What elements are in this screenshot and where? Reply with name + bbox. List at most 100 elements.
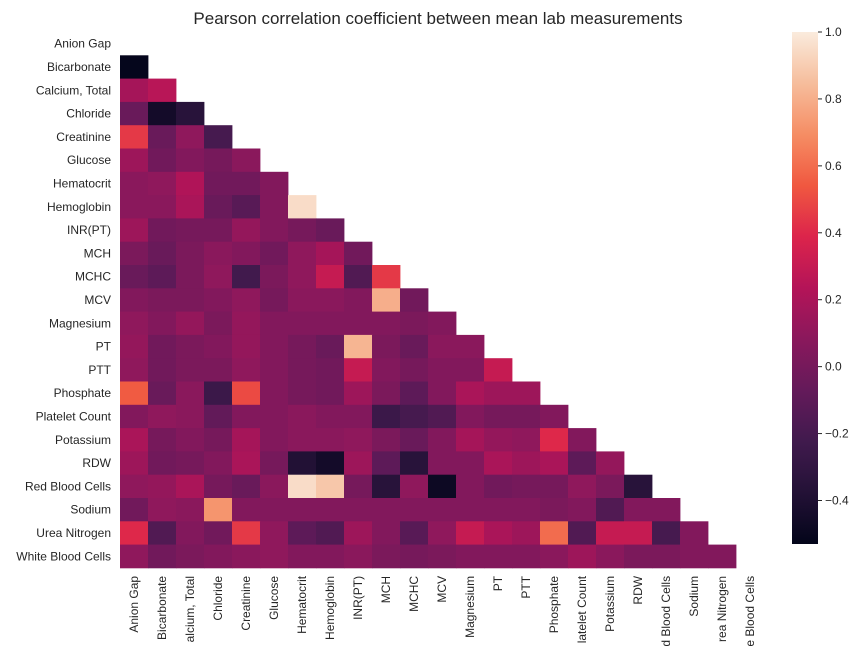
heatmap-cell xyxy=(148,404,177,429)
column-tick-label: PT xyxy=(491,575,505,591)
heatmap-cell xyxy=(232,148,261,173)
column-tick-label: d Blood Cells xyxy=(659,576,673,646)
row-tick-label: Hemoglobin xyxy=(47,200,111,214)
column-tick-label: Glucose xyxy=(267,576,281,620)
heatmap-cell xyxy=(288,428,317,452)
heatmap-cell xyxy=(260,428,289,452)
heatmap-cell xyxy=(484,544,513,569)
heatmap-cell xyxy=(316,288,345,312)
heatmap-cell xyxy=(204,218,233,243)
heatmap-cell xyxy=(484,498,513,522)
row-tick-label: MCH xyxy=(84,246,111,260)
heatmap-cell xyxy=(176,451,205,476)
row-tick-label: Creatinine xyxy=(56,130,111,144)
heatmap-cell xyxy=(176,171,205,196)
heatmap-cell xyxy=(484,521,513,545)
heatmap-cell xyxy=(232,288,261,312)
column-tick-label: Sodium xyxy=(687,576,701,617)
heatmap-cell xyxy=(260,498,289,522)
colorbar-tick-label: −0.4 xyxy=(825,494,849,508)
heatmap-cell xyxy=(344,288,373,312)
heatmap-cell xyxy=(232,171,261,196)
row-tick-label: Calcium, Total xyxy=(36,83,111,97)
heatmap-cell xyxy=(120,101,149,126)
heatmap-cell xyxy=(260,358,289,382)
column-tick-label: Anion Gap xyxy=(127,576,141,633)
heatmap-cell xyxy=(400,311,429,336)
heatmap-cell xyxy=(232,544,261,569)
row-tick-label: INR(PT) xyxy=(67,223,111,237)
heatmap-cell xyxy=(652,521,681,545)
heatmap-cell xyxy=(596,498,625,522)
colorbar-tick-label: −0.2 xyxy=(825,427,849,441)
heatmap-cell xyxy=(260,381,289,406)
heatmap-cell xyxy=(288,334,317,359)
heatmap-cell xyxy=(344,381,373,406)
heatmap-cells xyxy=(120,55,737,569)
column-tick-label: Bicarbonate xyxy=(155,576,169,640)
heatmap-cell xyxy=(372,498,401,522)
heatmap-cell xyxy=(260,521,289,545)
column-tick-label: Magnesium xyxy=(463,576,477,638)
column-tick-label: MCV xyxy=(435,576,449,603)
heatmap-cell xyxy=(120,521,149,545)
heatmap-cell xyxy=(456,474,485,499)
heatmap-cell xyxy=(456,381,485,406)
column-tick-label: RDW xyxy=(631,575,645,604)
heatmap-cell xyxy=(232,218,261,243)
heatmap-cell xyxy=(232,195,261,219)
row-tick-label: PTT xyxy=(88,363,111,377)
heatmap-cell xyxy=(596,521,625,545)
heatmap-cell xyxy=(120,241,149,266)
column-tick-label: alcium, Total xyxy=(183,576,197,642)
heatmap-cell xyxy=(316,358,345,382)
heatmap-cell xyxy=(540,428,569,452)
heatmap-cell xyxy=(288,381,317,406)
heatmap-cell xyxy=(288,241,317,266)
heatmap-cell xyxy=(428,474,457,499)
heatmap-cell xyxy=(484,381,513,406)
colorbar-tick-label: 0.8 xyxy=(825,92,842,106)
heatmap-cell xyxy=(176,311,205,336)
heatmap-cell xyxy=(204,544,233,569)
heatmap-cell xyxy=(176,265,205,289)
heatmap-cell xyxy=(176,334,205,359)
row-tick-label: PT xyxy=(96,340,112,354)
heatmap-cell xyxy=(428,358,457,382)
heatmap-cell xyxy=(176,148,205,173)
column-tick-label: Creatinine xyxy=(239,576,253,631)
column-tick-label: MCHC xyxy=(407,576,421,612)
heatmap-cell xyxy=(204,171,233,196)
colorbar-tick-label: 1.0 xyxy=(825,25,842,39)
heatmap-cell xyxy=(204,428,233,452)
heatmap-cell xyxy=(344,498,373,522)
column-tick-label: Chloride xyxy=(211,576,225,621)
heatmap-cell xyxy=(176,498,205,522)
heatmap-cell xyxy=(428,498,457,522)
heatmap-cell xyxy=(120,311,149,336)
heatmap-cell xyxy=(260,451,289,476)
heatmap-cell xyxy=(204,125,233,149)
chart-title: Pearson correlation coefficient between … xyxy=(193,9,682,28)
heatmap-cell xyxy=(484,404,513,429)
heatmap-cell xyxy=(176,404,205,429)
column-tick-label: MCH xyxy=(379,576,393,603)
heatmap-cell xyxy=(176,428,205,452)
heatmap-cell xyxy=(568,544,597,569)
column-tick-label: INR(PT) xyxy=(351,576,365,620)
heatmap-cell xyxy=(400,358,429,382)
row-tick-label: Bicarbonate xyxy=(47,60,111,74)
heatmap-cell xyxy=(484,451,513,476)
heatmap-cell xyxy=(120,451,149,476)
heatmap-cell xyxy=(204,474,233,499)
heatmap-cell xyxy=(484,428,513,452)
heatmap-cell xyxy=(120,78,149,103)
heatmap-cell xyxy=(540,521,569,545)
heatmap-cell xyxy=(568,474,597,499)
heatmap-cell xyxy=(148,428,177,452)
heatmap-cell xyxy=(232,404,261,429)
heatmap-cell xyxy=(204,148,233,173)
heatmap-cell xyxy=(344,428,373,452)
heatmap-cell xyxy=(316,265,345,289)
